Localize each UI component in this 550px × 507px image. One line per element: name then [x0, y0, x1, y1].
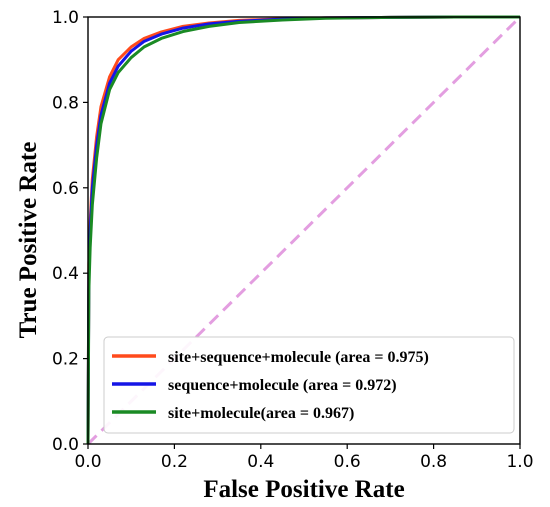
plot-frame [87, 16, 521, 445]
y-tick-label: 0.6 [52, 179, 79, 199]
legend-label: sequence+molecule (area = 0.972) [168, 377, 397, 394]
y-tick-label: 1.0 [52, 8, 79, 28]
series-line-2 [86, 15, 520, 445]
plot-area: 0.0 0.2 0.4 0.6 0.8 1.0 0.0 0.2 0.4 0.6 0.8 1.0 site… [52, 8, 534, 472]
x-tick-label: 0.6 [334, 452, 361, 472]
legend-label: site+sequence+molecule (area = 0.975) [168, 349, 429, 366]
y-tick-label: 0.0 [52, 435, 79, 455]
x-axis-title: False Positive Rate [203, 476, 404, 503]
x-tick-label: 0.0 [74, 452, 101, 472]
x-tick-label: 1.0 [506, 452, 533, 472]
y-tick-label: 0.4 [52, 264, 79, 284]
y-axis-title: True Positive Rate [15, 142, 42, 339]
y-tick-label: 0.2 [52, 350, 79, 370]
x-tick-label: 0.8 [420, 452, 447, 472]
x-tick-label: 0.4 [247, 452, 274, 472]
x-tick-label: 0.2 [161, 452, 188, 472]
y-tick-label: 0.8 [52, 93, 79, 113]
legend-box [103, 336, 515, 434]
legend-label: site+molecule(area = 0.967) [168, 405, 354, 422]
